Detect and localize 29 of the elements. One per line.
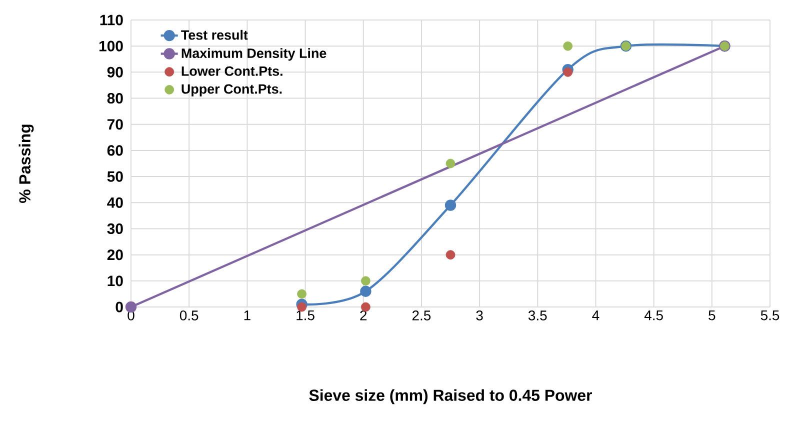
y-tick-label: 100 (99, 40, 123, 52)
x-tick-label: 3 (476, 310, 483, 320)
y-tick-label: 20 (107, 250, 123, 260)
legend-label: Lower Cont.Pts. (182, 66, 282, 76)
x-tick-label: 2.5 (412, 310, 431, 320)
y-tick-label: 70 (108, 119, 123, 130)
x-tick-label: 1 (244, 310, 250, 320)
x-tick-label: 1.5 (296, 310, 314, 320)
y-tick-label: 50 (107, 171, 123, 182)
y-tick-label: 60 (107, 145, 123, 156)
x-tick-label: 0.5 (180, 310, 198, 320)
x-axis-title: Sieve size (mm) Raised to 0.45 Power (309, 389, 592, 404)
x-tick-label: 4 (592, 310, 600, 320)
y-tick-label: 40 (107, 197, 123, 208)
x-tick-label: 4.5 (644, 310, 663, 320)
x-tick-label: 5.5 (760, 310, 780, 320)
x-tick-label: 2 (360, 310, 367, 320)
y-tick-label: 110 (100, 14, 123, 26)
legend-label: Upper Cont.Pts. (182, 84, 282, 96)
y-tick-label: 30 (107, 223, 123, 234)
y-axis-title: % Passing (18, 124, 34, 203)
y-tick-label: 80 (107, 92, 123, 104)
x-tick-label: 3.5 (528, 310, 547, 320)
y-tick-label: 10 (108, 276, 123, 286)
legend-label: Test result (181, 30, 248, 40)
y-tick-label: 0 (116, 302, 123, 312)
x-tick-label: 5 (708, 310, 716, 320)
y-tick-label: 90 (107, 66, 123, 78)
legend-label: Maximum Density Line (182, 48, 326, 61)
